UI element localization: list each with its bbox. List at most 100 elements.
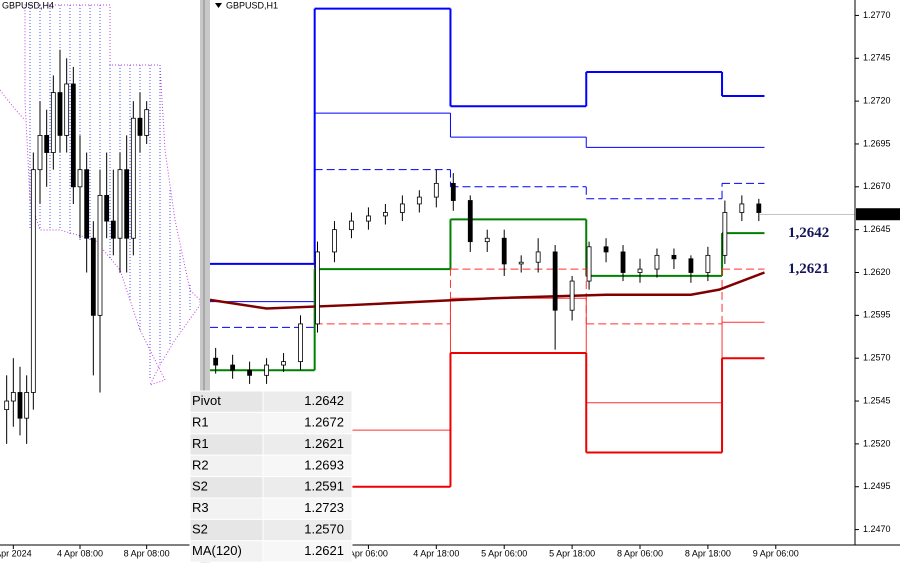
candle-body (620, 251, 626, 273)
table-value: 1.2621 (304, 543, 344, 558)
x-tick-label: 9 Apr 06:00 (753, 548, 799, 558)
table-label: R2 (192, 457, 209, 472)
candle-body (30, 169, 36, 393)
candle-body (433, 182, 439, 198)
candle-body (671, 254, 677, 260)
candle-body (349, 220, 354, 231)
y-tick-label: 1.2770 (863, 10, 891, 20)
candle-body (552, 251, 558, 311)
h4-title: GBPUSD,H4 (2, 0, 54, 10)
y-tick-label: 1.2745 (863, 53, 891, 63)
table-label: S2 (192, 479, 208, 494)
y-tick-label: 1.2545 (863, 395, 891, 405)
x-tick-label: 8 Apr 06:00 (617, 548, 663, 558)
axes: Apr 2024 4 Apr 08:00 8 Apr 08:00 Apr 06:00 4… (0, 10, 900, 558)
candle-body (117, 169, 123, 239)
candle-body (64, 83, 70, 136)
y-tick-label: 1.2595 (863, 310, 891, 320)
candle-body (110, 220, 116, 239)
candle-body (230, 364, 236, 371)
y-tick-label: 1.2520 (863, 438, 891, 448)
moving-average (210, 271, 765, 310)
candle-body (416, 196, 422, 205)
candle-body (298, 323, 303, 363)
y-tick-label: 1.2470 (863, 524, 891, 534)
candle-body (130, 117, 136, 239)
table-value: 1.2642 (304, 393, 344, 408)
y-tick-label: 1.2645 (863, 224, 891, 234)
x-tick-label: 8 Apr 08:00 (124, 548, 170, 558)
level-annotation: 1,2642 (788, 225, 829, 241)
candle-body (70, 83, 76, 188)
candle-body (382, 212, 388, 217)
candle-body (484, 237, 490, 243)
candle-body (535, 251, 541, 263)
x-tick-label: 8 Apr 18:00 (685, 548, 731, 558)
candle-body (247, 369, 253, 376)
candle-body (654, 254, 660, 270)
y-tick-label: 1.2495 (863, 481, 891, 491)
table-value: 1.2693 (304, 457, 344, 472)
table-label: R1 (192, 415, 209, 430)
table-value: 1.2570 (304, 522, 344, 537)
candle-body (44, 134, 50, 153)
candle-body (90, 237, 96, 316)
table-value: 1.2672 (304, 415, 344, 430)
x-tick-label: 4 Apr 08:00 (57, 548, 103, 558)
current-price-box (856, 208, 900, 221)
x-tick-label: 4 Apr 18:00 (413, 548, 459, 558)
table-value: 1.2621 (304, 436, 344, 451)
candle-body (722, 212, 728, 256)
candle-body (137, 117, 143, 136)
panel-splitter (200, 0, 210, 563)
candle-body (37, 134, 43, 171)
h4-panel (4, 49, 150, 444)
candle-body (4, 400, 10, 411)
candle-body (24, 392, 30, 419)
candle-body (144, 109, 150, 136)
candle-body (50, 92, 56, 153)
y-tick-label: 1.2695 (863, 138, 891, 148)
candle-body (264, 364, 269, 376)
y-tick-label: 1.2670 (863, 181, 891, 191)
h1-panel (210, 7, 855, 488)
candle-body (57, 92, 63, 136)
candle-body (124, 169, 130, 239)
x-tick-label: Apr 06:00 (349, 548, 388, 558)
table-value-cell (262, 540, 353, 563)
candle-body (705, 254, 711, 273)
current-price-label: 1.2654 (861, 209, 889, 219)
x-tick-label: 5 Apr 06:00 (481, 548, 527, 558)
table-label: S2 (192, 522, 208, 537)
candle-body (366, 215, 371, 222)
x-tick-label: Apr 2024 (0, 548, 32, 558)
candle-body (756, 203, 762, 213)
table-label: Pivot (192, 393, 221, 408)
table-label: R3 (192, 500, 209, 515)
candle-body (17, 392, 23, 419)
candle-body (332, 229, 337, 253)
candle-body (10, 392, 16, 402)
table-label: R1 (192, 436, 209, 451)
candle-body (501, 237, 507, 265)
candle-body (213, 357, 219, 366)
y-tick-label: 1.2570 (863, 353, 891, 363)
candle-body (637, 268, 643, 273)
candle-body (281, 361, 286, 366)
candle-body (315, 251, 320, 325)
symbol-menu-arrow[interactable] (215, 3, 222, 8)
candle-body (603, 246, 609, 253)
candle-body (739, 203, 745, 213)
table-value: 1.2723 (304, 500, 344, 515)
h1-title: GBPUSD,H1 (226, 0, 278, 10)
candle-body (467, 200, 473, 243)
candle-body (586, 246, 592, 282)
candle-body (688, 258, 694, 273)
pivot-table: Pivot 1.2642 R1 1.2672 R1 1.2621 R2 1.2693 S2 1.2… (189, 390, 353, 563)
table-value: 1.2591 (304, 479, 344, 494)
x-tick-label: 5 Apr 18:00 (549, 548, 595, 558)
candle-body (84, 169, 90, 239)
candle-body (399, 203, 405, 213)
